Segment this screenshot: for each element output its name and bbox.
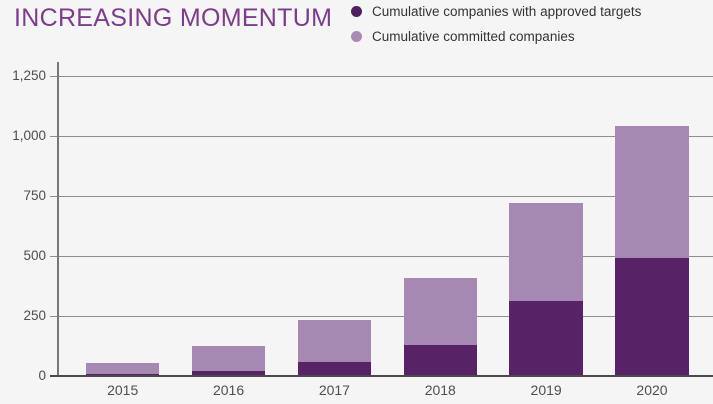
x-axis-label-2015: 2015 xyxy=(107,382,139,398)
x-axis-label-2018: 2018 xyxy=(424,382,456,398)
bar-approved-2020 xyxy=(615,258,689,376)
y-axis-tick-label: 1,250 xyxy=(12,68,46,83)
bar-approved-2016 xyxy=(191,371,266,376)
bar-committed-2020 xyxy=(615,126,689,259)
bar-committed-2018 xyxy=(403,277,478,345)
chart-title: INCREASING MOMENTUM xyxy=(14,4,333,32)
x-axis-baseline xyxy=(50,375,713,377)
legend-label-approved: Cumulative companies with approved targe… xyxy=(372,3,642,19)
bar-approved-2019 xyxy=(509,301,583,376)
y-axis-tick-label: 0 xyxy=(38,368,46,383)
legend-dot-approved-icon xyxy=(351,5,362,17)
y-axis-tick-label: 750 xyxy=(23,188,46,203)
bar-committed-2016 xyxy=(191,346,266,372)
bar-approved-2018 xyxy=(403,344,478,376)
gridline xyxy=(50,315,713,317)
x-axis-label-2019: 2019 xyxy=(530,382,562,398)
legend: Cumulative companies with approved targe… xyxy=(351,2,641,45)
bar-committed-2019 xyxy=(509,203,583,302)
x-axis-label-2020: 2020 xyxy=(636,382,668,398)
y-axis-line xyxy=(57,62,59,377)
legend-label-committed: Cumulative committed companies xyxy=(372,28,575,44)
gridline xyxy=(50,135,713,137)
gridline xyxy=(50,195,713,197)
x-axis-label-2016: 2016 xyxy=(212,382,245,398)
gridline xyxy=(50,75,713,77)
y-axis-tick-label: 500 xyxy=(23,248,46,263)
bar-committed-2017 xyxy=(297,319,372,363)
y-axis-tick-label: 1,000 xyxy=(12,128,46,143)
gridline xyxy=(50,255,713,257)
bar-committed-2015 xyxy=(85,362,160,374)
legend-item-approved: Cumulative companies with approved targe… xyxy=(351,2,641,20)
bar-approved-2015 xyxy=(85,373,160,376)
legend-item-committed: Cumulative committed companies xyxy=(351,27,641,45)
x-axis-label-2017: 2017 xyxy=(318,382,350,398)
y-axis-tick-label: 250 xyxy=(23,308,46,323)
legend-dot-committed-icon xyxy=(351,30,362,42)
bar-approved-2017 xyxy=(297,362,372,376)
